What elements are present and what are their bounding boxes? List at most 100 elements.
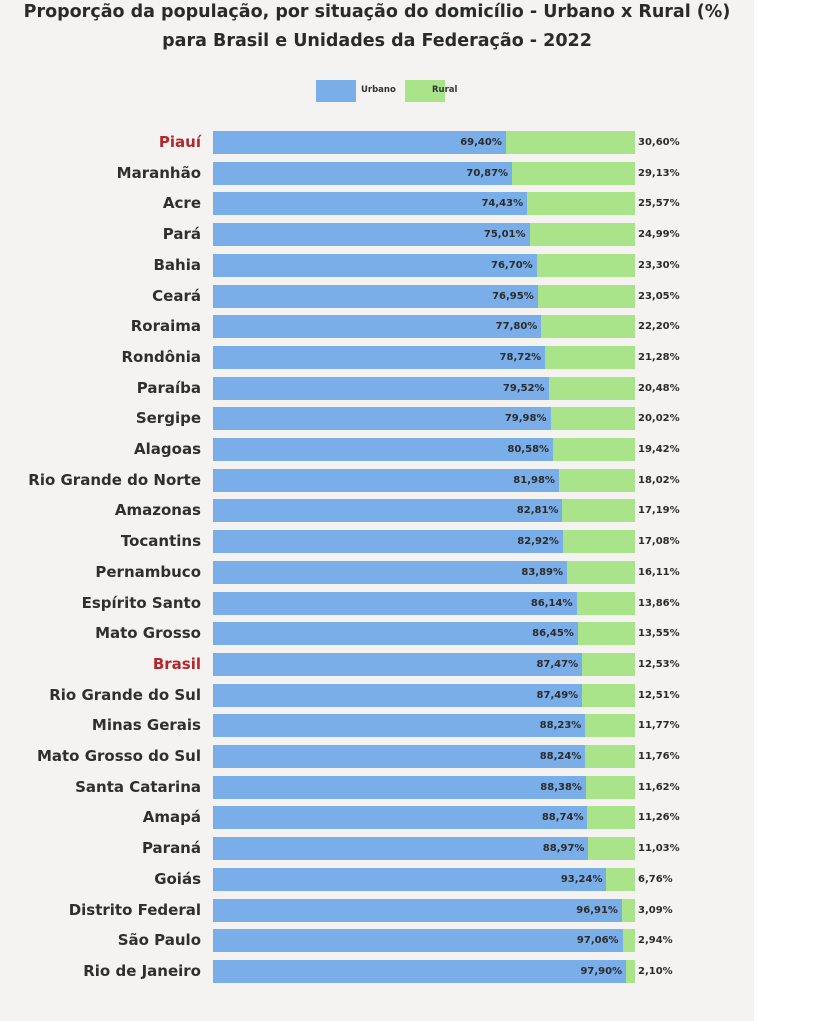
bar-rural <box>558 468 635 492</box>
value-label-urbano: 69,40% <box>460 137 502 148</box>
bar-rural <box>536 253 635 277</box>
category-label: Rio de Janeiro <box>83 961 201 980</box>
bar-urbano <box>213 591 577 615</box>
category-label: Paraíba <box>136 378 201 397</box>
value-label-rural: 11,77% <box>638 720 680 732</box>
category-label: Pernambuco <box>95 562 201 581</box>
category-label: Amazonas <box>114 501 201 520</box>
category-label: Goiás <box>154 869 201 888</box>
value-label-rural: 11,62% <box>638 781 680 793</box>
value-label-urbano: 75,01% <box>483 229 526 241</box>
bar-rural <box>537 284 635 308</box>
bar-rural <box>582 652 635 676</box>
bar-urbano <box>213 745 586 768</box>
value-label-rural: 12,53% <box>638 658 680 670</box>
category-label: Paraná <box>141 839 201 858</box>
value-label-rural: 6,76% <box>638 873 673 885</box>
category-label: Distrito Federal <box>68 900 201 919</box>
value-label-rural: 23,30% <box>638 259 680 271</box>
bar-urbano <box>213 959 627 983</box>
value-label-rural: 3,09% <box>638 904 673 916</box>
bar-urbano <box>213 683 583 707</box>
value-label-urbano: 88,23% <box>539 720 582 732</box>
bar-urbano <box>213 253 537 277</box>
bar-rural <box>529 223 635 247</box>
bar-urbano <box>213 560 568 584</box>
value-label-urbano: 81,98% <box>513 474 555 486</box>
bar-urbano <box>213 652 583 676</box>
category-label: Tocantins <box>120 532 201 551</box>
category-label: Roraima <box>130 317 201 336</box>
value-label-urbano: 88,97% <box>542 843 585 855</box>
chart-title-line: Proporção da população, por situação do … <box>23 2 731 22</box>
value-label-urbano: 70,87% <box>466 167 509 179</box>
bar-urbano <box>213 898 622 922</box>
bar-urbano <box>213 499 563 523</box>
value-label-rural: 13,55% <box>638 628 680 640</box>
value-label-urbano: 76,70% <box>491 259 533 271</box>
bar-urbano <box>213 438 554 461</box>
value-label-rural: 2,94% <box>638 935 673 947</box>
value-label-rural: 24,99% <box>638 229 680 241</box>
value-label-urbano: 86,14% <box>530 597 573 609</box>
value-label-rural: 30,60% <box>638 137 680 148</box>
bar-urbano <box>213 929 623 953</box>
value-label-rural: 22,20% <box>638 321 680 333</box>
value-label-urbano: 87,49% <box>536 689 579 701</box>
value-label-urbano: 93,24% <box>560 873 603 885</box>
bar-rural <box>585 745 635 768</box>
bar-rural <box>585 775 635 799</box>
bar-urbano <box>213 407 551 431</box>
bar-urbano <box>213 223 530 247</box>
category-label: Piauí <box>158 133 201 151</box>
bar-rural <box>545 345 635 369</box>
value-label-urbano: 97,06% <box>576 935 619 947</box>
bar-urbano <box>213 161 513 185</box>
value-label-urbano: 79,98% <box>504 413 547 425</box>
bar-urbano <box>213 345 546 369</box>
category-label: Mato Grosso <box>95 624 201 643</box>
legend-label-rural: Rural <box>432 85 458 95</box>
legend-label-urbano: Urbano <box>361 85 396 95</box>
value-label-rural: 25,57% <box>638 198 680 210</box>
bar-urbano <box>213 468 559 492</box>
value-label-rural: 12,51% <box>638 689 680 701</box>
bar-urbano <box>213 530 563 554</box>
value-label-rural: 2,10% <box>638 965 673 977</box>
value-label-urbano: 96,91% <box>576 904 618 916</box>
value-label-rural: 20,02% <box>638 413 680 425</box>
value-label-rural: 21,28% <box>638 351 680 363</box>
category-label: Pará <box>162 225 201 244</box>
bar-rural <box>505 131 635 154</box>
value-label-urbano: 74,43% <box>481 198 524 210</box>
bar-rural <box>606 867 635 891</box>
bar-rural <box>550 407 635 431</box>
bar-urbano <box>213 775 586 799</box>
value-label-urbano: 88,74% <box>541 812 584 824</box>
value-label-urbano: 82,92% <box>517 536 559 548</box>
chart-subtitle-line: para Brasil e Unidades da Federação - 20… <box>162 31 592 51</box>
category-label: Minas Gerais <box>91 716 201 735</box>
bar-rural <box>585 714 635 738</box>
value-label-rural: 29,13% <box>638 167 680 179</box>
value-label-rural: 23,05% <box>638 290 680 302</box>
legend-swatch-urbano <box>316 80 356 102</box>
bar-rural <box>582 683 635 707</box>
value-label-urbano: 78,72% <box>499 351 542 363</box>
bar-urbano <box>213 131 506 154</box>
bar-rural <box>567 560 635 584</box>
category-label: Acre <box>162 194 201 213</box>
category-label: Espírito Santo <box>81 593 201 612</box>
value-label-rural: 11,03% <box>638 843 680 855</box>
category-label: Mato Grosso do Sul <box>36 747 201 765</box>
bar-urbano <box>213 806 588 830</box>
value-label-urbano: 77,80% <box>495 321 538 333</box>
bar-rural <box>548 376 635 400</box>
bar-rural <box>577 622 635 646</box>
value-label-rural: 11,26% <box>638 812 680 824</box>
legend-swatch-rural <box>405 80 445 102</box>
bar-rural <box>626 959 635 983</box>
plot-area: Piauí 69,40% 30,60% Maranhão 70,87% 29,13% Acr… <box>28 131 680 983</box>
category-label: Bahia <box>153 255 202 274</box>
bar-urbano <box>213 837 589 861</box>
